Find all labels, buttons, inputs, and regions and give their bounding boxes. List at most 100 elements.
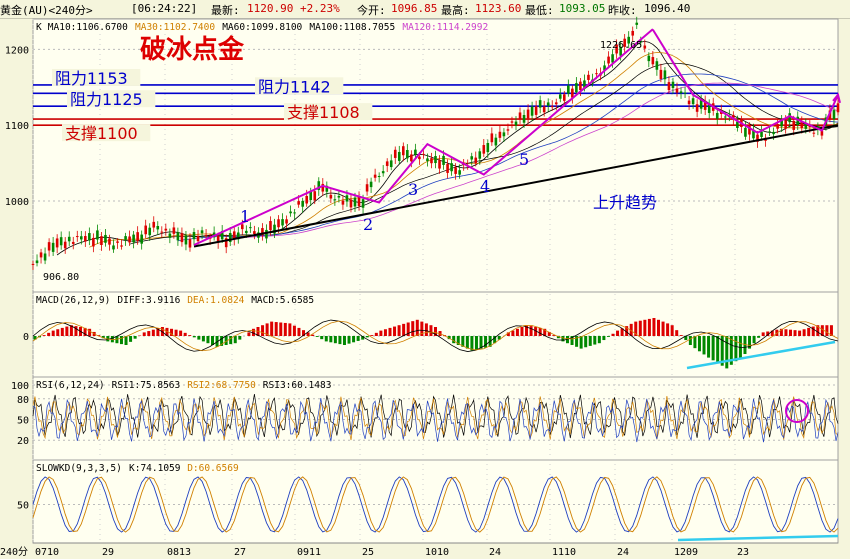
candle-body	[397, 151, 401, 161]
candle-body	[309, 191, 313, 201]
candle-body	[373, 174, 377, 178]
candle-body	[88, 233, 91, 241]
candle-body	[832, 110, 836, 120]
level-label: 阻力1153	[55, 69, 128, 88]
candle-body	[172, 227, 176, 234]
candle-body	[434, 156, 437, 164]
candle-body	[418, 156, 421, 160]
candle-body	[35, 260, 39, 264]
legend-item: K:74.1059	[129, 463, 181, 474]
candle-body	[80, 236, 83, 240]
wave-line	[193, 28, 654, 246]
candle-body	[800, 121, 804, 128]
candle-body	[253, 231, 256, 235]
candle-body	[337, 195, 341, 198]
y-tick-label: 50	[17, 416, 29, 427]
x-tick-label: 1110	[552, 547, 576, 558]
wave-label: 3	[408, 180, 418, 199]
prev-close-value: 1096.40	[644, 2, 691, 15]
wave-label: 2	[363, 215, 373, 234]
candle-body	[538, 100, 542, 108]
candle-body	[812, 132, 816, 134]
candle-body	[776, 124, 779, 129]
legend-item: MACD(26,12,9)	[36, 295, 110, 306]
candle-body	[164, 228, 168, 231]
candle-body	[502, 132, 506, 137]
candle-body	[675, 88, 679, 93]
candle-body	[51, 242, 55, 252]
candle-body	[450, 163, 453, 172]
candle-body	[160, 231, 164, 233]
quote-time: [06:24:22]	[131, 2, 198, 15]
candle-body	[116, 241, 119, 243]
candle-body	[31, 263, 35, 265]
candle-body	[353, 197, 357, 207]
annotations: 1 2 3 4 5 破冰点金 1226.65 906.80 上升趋势	[43, 28, 841, 283]
legend-item: MA10:1106.6700	[48, 22, 128, 33]
candle-body	[583, 80, 586, 88]
candle-body	[84, 236, 87, 242]
candle-body	[47, 242, 51, 251]
high-value-label: 1226.65	[600, 40, 642, 51]
candle-body	[301, 200, 304, 207]
candle-body	[128, 236, 131, 243]
candle-body	[542, 106, 546, 113]
candle-body	[39, 252, 43, 258]
level-label-bg	[255, 77, 344, 95]
x-axis-unit: 240分	[0, 546, 28, 558]
candle-body	[265, 229, 268, 239]
candle-body	[369, 181, 373, 188]
candle-body	[615, 44, 618, 54]
candle-body	[619, 46, 622, 56]
candle-body	[792, 120, 796, 130]
y-tick-label: 100	[11, 381, 29, 392]
trend-label: 上升趋势	[593, 193, 657, 212]
candle-body	[820, 130, 824, 136]
candle-body	[647, 55, 651, 62]
legend-item: RSI3:60.1483	[263, 380, 332, 391]
candle-body	[550, 106, 554, 108]
candle-body	[788, 113, 791, 123]
rsi-panel	[32, 393, 839, 443]
candle-body	[414, 149, 417, 155]
candle-body	[756, 134, 759, 142]
candle-body	[224, 238, 228, 248]
candle-body	[196, 235, 200, 242]
x-tick-label: 29	[102, 547, 114, 558]
candle-body	[410, 154, 413, 162]
x-axis: 240分 0710 29 0813 27 0911 25 1010 24 1110 24 1209 23	[0, 546, 749, 558]
open-label: 今开:	[357, 4, 386, 17]
candle-body	[482, 145, 486, 154]
candle-body	[659, 69, 663, 79]
candle-body	[108, 238, 111, 245]
candle-body	[67, 236, 71, 242]
candle-body	[140, 234, 143, 244]
wave-label: 4	[480, 177, 490, 196]
candle-body	[305, 195, 308, 204]
legend-item: MA60:1099.8100	[222, 22, 302, 33]
candle-body	[744, 127, 747, 137]
candle-body	[768, 131, 771, 133]
candle-body	[361, 199, 365, 208]
candle-body	[333, 199, 337, 201]
candle-body	[446, 163, 449, 173]
candle-body	[534, 106, 538, 115]
divergence-line	[677, 534, 839, 542]
kd-line	[32, 476, 839, 533]
y-tick-label: 0	[23, 332, 29, 343]
wave-label: 1	[240, 207, 250, 226]
candle-body	[490, 133, 494, 143]
candle-body	[184, 235, 188, 245]
prev-close-label: 昨收:	[608, 4, 637, 17]
candle-body	[715, 112, 719, 119]
candle-body	[671, 81, 675, 88]
candle-body	[329, 194, 333, 199]
level-label-bg	[62, 124, 151, 142]
level-label-bg	[52, 68, 141, 86]
candle-body	[691, 98, 695, 105]
candle-body	[772, 131, 775, 135]
candle-body	[377, 175, 381, 177]
low-value-label: 906.80	[43, 272, 79, 283]
open-value: 1096.85	[391, 2, 438, 15]
